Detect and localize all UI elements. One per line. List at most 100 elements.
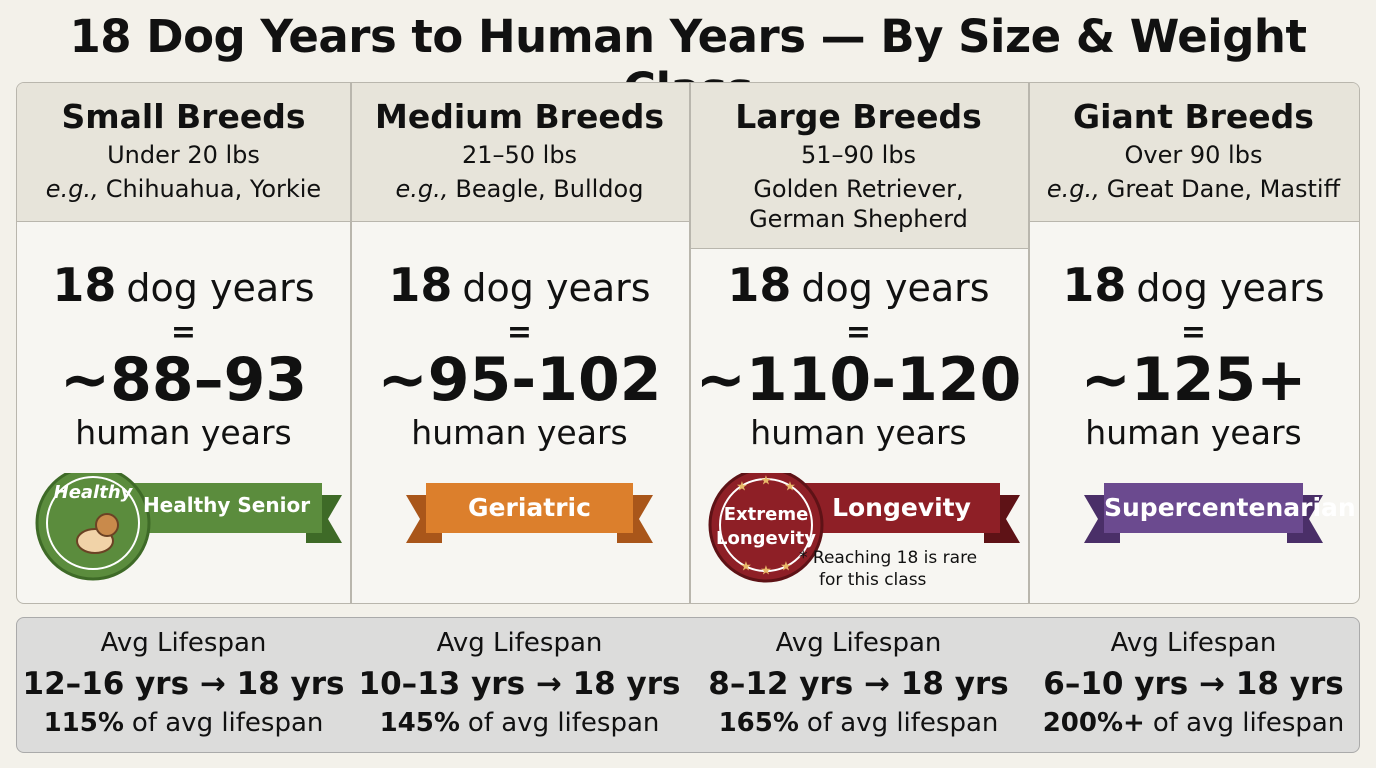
- percent-suffix: of avg lifespan: [131, 708, 324, 738]
- lifespan-column: Avg Lifespan 12–16 yrs → 18 yrs 115% of avg…: [17, 618, 350, 752]
- lifespan-percent: 165% of avg lifespan: [689, 708, 1028, 738]
- column-header: Medium Breeds 21–50 lbs e.g., Beagle, Bulld…: [350, 83, 689, 222]
- lifespan-percent: 200%+ of avg lifespan: [1028, 708, 1359, 738]
- examples-text: Great Dane, Mastiff: [1106, 175, 1341, 203]
- lifespan-label: Avg Lifespan: [1110, 628, 1277, 658]
- column-header: Small Breeds Under 20 lbs e.g., Chihuahua, …: [17, 83, 350, 222]
- breed-column: Medium Breeds 21–50 lbs e.g., Beagle, Bulld…: [350, 83, 689, 603]
- human-years-value: ~88–93: [59, 345, 308, 415]
- ribbon: [406, 483, 653, 543]
- lifespan-range: 10–13 yrs → 18 yrs: [358, 666, 681, 702]
- main-panel: Small Breeds Under 20 lbs e.g., Chihuahua, …: [16, 82, 1360, 604]
- column-divider: [350, 83, 352, 603]
- human-years-unit: human years: [411, 413, 628, 452]
- human-years-value: ~110-120: [695, 345, 1022, 415]
- column-divider: [689, 83, 691, 603]
- lifespan-range: 12–16 yrs → 18 yrs: [22, 666, 345, 702]
- percent-value: 115%: [43, 708, 124, 738]
- dog-years: 18 dog years: [350, 258, 689, 312]
- dog-years-unit: dog years: [462, 266, 651, 310]
- rarity-note: for this class: [819, 570, 927, 590]
- lifespan-percent: 115% of avg lifespan: [17, 708, 350, 738]
- dog-years-number: 18: [388, 258, 453, 312]
- breed-name: Small Breeds: [61, 97, 306, 136]
- examples-text: Beagle, Bulldog: [455, 175, 644, 203]
- breed-examples: e.g., Chihuahua, Yorkie: [17, 175, 350, 203]
- badge-label: Supercentenarian: [1104, 493, 1356, 522]
- dog-years: 18 dog years: [689, 258, 1028, 312]
- equals-sign: =: [170, 315, 197, 350]
- lifespan-panel: Avg Lifespan 12–16 yrs → 18 yrs 115% of avg…: [16, 617, 1360, 753]
- column-divider: [1028, 83, 1030, 603]
- ribbon-band: [131, 483, 322, 533]
- examples-prefix: e.g.,: [395, 175, 449, 203]
- seal-star: ★: [760, 564, 772, 579]
- weight-range: 21–50 lbs: [461, 141, 578, 169]
- human-years-unit: human years: [750, 413, 967, 452]
- breed-column: Large Breeds 51–90 lbs Golden Retriever, Ge…: [689, 83, 1028, 603]
- seal-text: Longevity: [716, 528, 816, 549]
- ribbon: Extreme Longevity ★ ★ ★ ★ ★ ★: [708, 473, 1020, 583]
- weight-range: Under 20 lbs: [107, 141, 260, 169]
- weight-range: 51–90 lbs: [800, 141, 917, 169]
- percent-value: 165%: [718, 708, 799, 738]
- seal-star: ★: [740, 560, 752, 575]
- weight-range: Over 90 lbs: [1124, 141, 1263, 169]
- breed-examples: Golden Retriever,: [689, 175, 1028, 203]
- ribbon: [1084, 483, 1323, 543]
- seal-star: ★: [784, 480, 796, 495]
- equals-sign: =: [845, 315, 872, 350]
- examples-text: Golden Retriever,: [753, 175, 964, 203]
- breed-examples: e.g., Great Dane, Mastiff: [1028, 175, 1359, 203]
- equals-sign: =: [1180, 315, 1207, 350]
- examples-prefix: e.g.,: [45, 175, 99, 203]
- human-years-value: ~95-102: [377, 345, 662, 415]
- percent-value: 145%: [379, 708, 460, 738]
- breed-examples: e.g., Beagle, Bulldog: [350, 175, 689, 203]
- seal-ring: [46, 476, 140, 570]
- lifespan-label: Avg Lifespan: [775, 628, 942, 658]
- badge-label: Longevity: [832, 493, 971, 522]
- column-header: Giant Breeds Over 90 lbs e.g., Great Dane, …: [1028, 83, 1359, 222]
- badge-label: Geriatric: [468, 493, 591, 522]
- seal-text: Healthy: [54, 482, 134, 503]
- equals-sign: =: [506, 315, 533, 350]
- seal-text: Extreme: [724, 504, 809, 525]
- column-header: Large Breeds 51–90 lbs Golden Retriever, Ge…: [689, 83, 1028, 249]
- examples-text: German Shepherd: [749, 205, 968, 233]
- dog-years-number: 18: [727, 258, 792, 312]
- seal-star: ★: [736, 480, 748, 495]
- human-years-value: ~125+: [1080, 345, 1307, 415]
- dog-years-unit: dog years: [1136, 266, 1325, 310]
- lifespan-percent: 145% of avg lifespan: [350, 708, 689, 738]
- ribbon-band: [426, 483, 633, 533]
- dog-head: [95, 513, 119, 537]
- seal: [35, 473, 151, 581]
- breed-column: Giant Breeds Over 90 lbs e.g., Great Dane, …: [1028, 83, 1359, 603]
- breed-column: Small Breeds Under 20 lbs e.g., Chihuahua, …: [17, 83, 350, 603]
- breed-examples: German Shepherd: [689, 205, 1028, 233]
- breed-name: Large Breeds: [735, 97, 982, 136]
- lifespan-column: Avg Lifespan 8–12 yrs → 18 yrs 165% of avg …: [689, 618, 1028, 752]
- dog-years-number: 18: [1062, 258, 1127, 312]
- seal-ring: [719, 478, 813, 572]
- seal-star: ★: [780, 560, 792, 575]
- examples-text: Chihuahua, Yorkie: [105, 175, 322, 203]
- seal: [708, 473, 824, 583]
- human-years-unit: human years: [1085, 413, 1302, 452]
- badge-label: Healthy Senior: [142, 493, 311, 517]
- dog-years: 18 dog years: [17, 258, 350, 312]
- lifespan-range: 6–10 yrs → 18 yrs: [1043, 666, 1344, 702]
- percent-value: 200%+: [1042, 708, 1145, 738]
- seal-star: ★: [760, 474, 772, 489]
- lifespan-label: Avg Lifespan: [436, 628, 603, 658]
- ribbon-band: [1104, 483, 1303, 533]
- lifespan-column: Avg Lifespan 10–13 yrs → 18 yrs 145% of avg…: [350, 618, 689, 752]
- dog-years-number: 18: [52, 258, 117, 312]
- lifespan-label: Avg Lifespan: [100, 628, 267, 658]
- human-years-unit: human years: [75, 413, 292, 452]
- percent-suffix: of avg lifespan: [467, 708, 660, 738]
- dog-years-unit: dog years: [126, 266, 315, 310]
- examples-prefix: e.g.,: [1046, 175, 1100, 203]
